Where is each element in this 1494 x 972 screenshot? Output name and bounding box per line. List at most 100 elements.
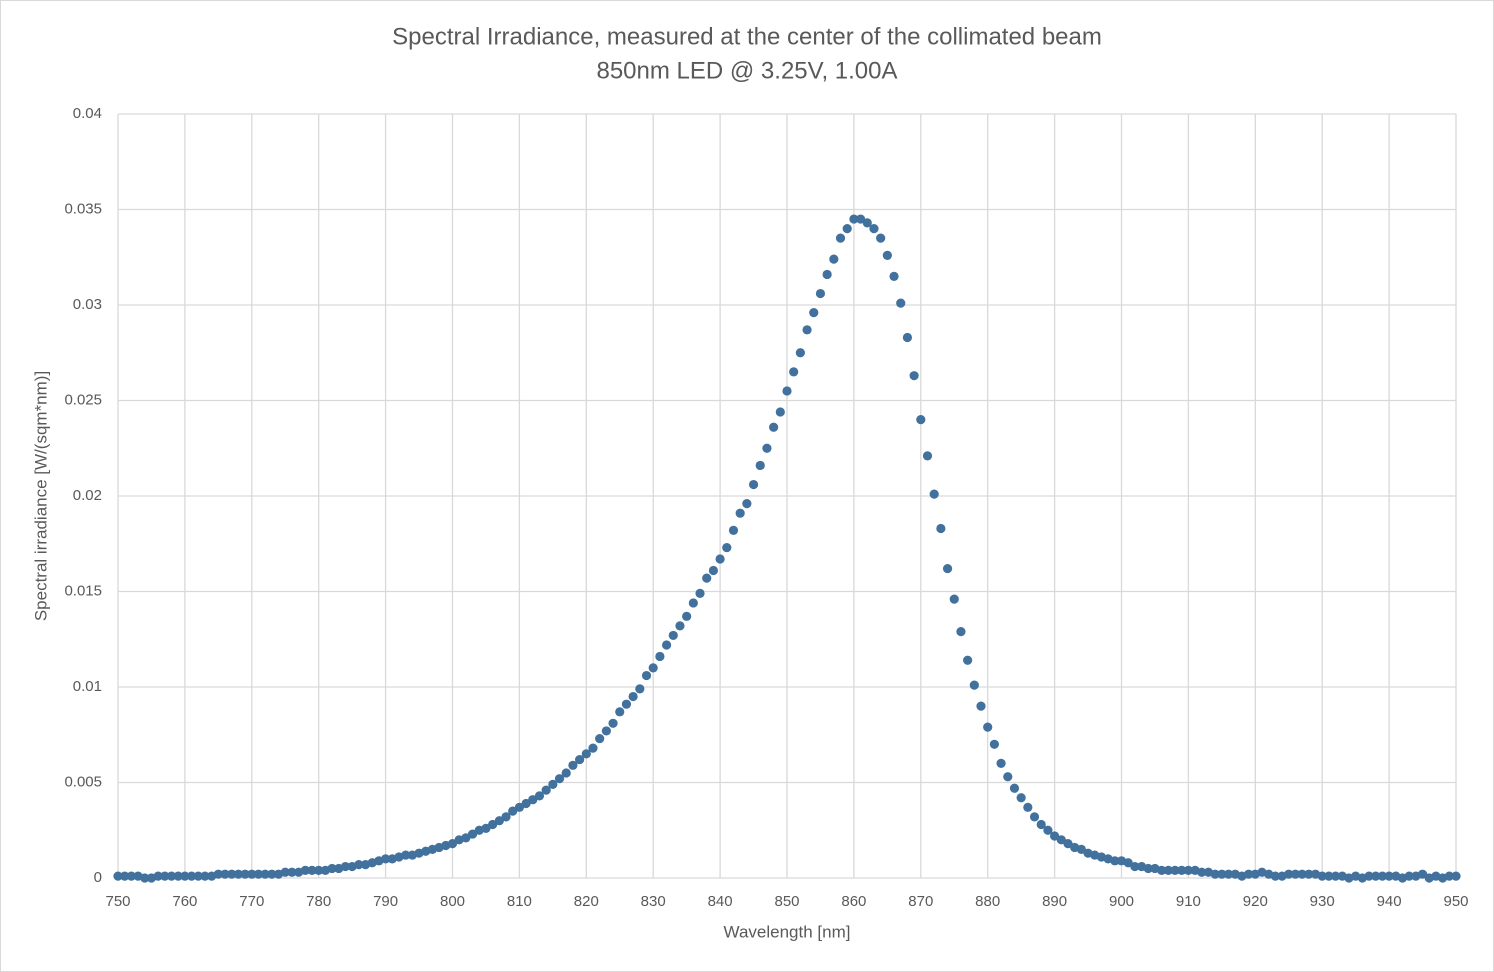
point — [735, 508, 745, 518]
point — [688, 598, 698, 608]
point — [561, 768, 571, 778]
x-tick-label: 790 — [373, 893, 398, 910]
point — [1023, 802, 1033, 812]
point — [548, 779, 558, 790]
point — [354, 860, 364, 870]
point — [287, 867, 297, 877]
point — [782, 386, 792, 396]
y-tick-label: 0.03 — [73, 296, 102, 313]
x-tick-label: 750 — [105, 893, 130, 910]
point — [1297, 869, 1307, 879]
point — [862, 218, 872, 228]
point — [1324, 871, 1334, 881]
point — [702, 573, 712, 583]
point — [829, 254, 839, 264]
point — [1217, 869, 1227, 879]
point — [488, 819, 498, 830]
point — [1163, 865, 1173, 875]
point — [775, 407, 785, 417]
point — [568, 760, 578, 770]
point — [173, 871, 183, 881]
point — [1210, 869, 1220, 879]
point — [300, 865, 310, 875]
point — [976, 701, 986, 711]
x-tick-label: 810 — [507, 893, 532, 910]
point — [695, 588, 705, 599]
point — [1110, 856, 1120, 866]
point — [113, 871, 123, 881]
point — [655, 651, 665, 662]
point — [869, 224, 879, 234]
point — [902, 332, 913, 343]
point — [140, 873, 150, 883]
point — [1130, 861, 1140, 872]
x-tick-label: 870 — [908, 893, 933, 910]
point — [1016, 793, 1026, 803]
point — [220, 869, 230, 879]
point — [922, 451, 933, 461]
x-tick-label: 920 — [1243, 893, 1268, 910]
point — [635, 684, 645, 694]
x-tick-label: 780 — [306, 893, 331, 910]
point — [213, 869, 223, 879]
point — [675, 621, 685, 631]
point — [762, 443, 772, 453]
point — [1244, 869, 1254, 879]
x-axis-label: Wavelength [nm] — [724, 922, 851, 941]
point — [722, 542, 732, 553]
point — [528, 795, 538, 805]
y-tick-label: 0.005 — [64, 773, 102, 790]
point — [1330, 871, 1341, 881]
point — [815, 288, 826, 299]
point — [581, 749, 591, 759]
point — [461, 833, 471, 843]
point — [1170, 865, 1180, 875]
point — [1197, 867, 1207, 877]
point — [996, 758, 1006, 769]
point — [467, 829, 478, 839]
x-tick-label: 880 — [975, 893, 1000, 910]
point — [615, 707, 625, 717]
x-tick-label: 900 — [1109, 893, 1134, 910]
point — [728, 525, 739, 535]
point — [769, 422, 779, 432]
x-tick-label: 770 — [239, 893, 264, 910]
point — [621, 699, 632, 709]
point — [1364, 871, 1374, 881]
point — [1036, 819, 1046, 830]
point — [916, 415, 926, 425]
point — [1444, 871, 1454, 881]
point — [661, 640, 672, 650]
x-tick-label: 760 — [172, 893, 197, 910]
point — [588, 743, 598, 753]
point — [949, 594, 959, 604]
x-tick-label: 820 — [574, 893, 599, 910]
point — [909, 371, 919, 381]
y-tick-label: 0.025 — [64, 391, 102, 408]
point — [447, 839, 458, 849]
point — [595, 733, 605, 744]
point — [1317, 871, 1327, 881]
x-tick-label: 930 — [1310, 893, 1335, 910]
point — [501, 812, 511, 822]
point — [180, 871, 190, 881]
point — [1043, 825, 1053, 835]
y-tick-label: 0.015 — [64, 582, 102, 599]
y-axis-label: Spectral irradiance [W/(sqm*nm)] — [31, 371, 50, 621]
point — [1157, 865, 1167, 875]
point — [936, 523, 946, 534]
point — [1304, 869, 1314, 879]
point — [541, 785, 551, 795]
point — [1009, 783, 1020, 793]
point — [755, 460, 765, 471]
point — [260, 869, 270, 879]
point — [1371, 871, 1381, 881]
point — [253, 869, 264, 879]
point — [809, 308, 819, 318]
point — [1029, 812, 1040, 822]
point — [120, 871, 130, 881]
point — [200, 871, 210, 881]
point — [641, 670, 652, 681]
point — [942, 563, 953, 574]
